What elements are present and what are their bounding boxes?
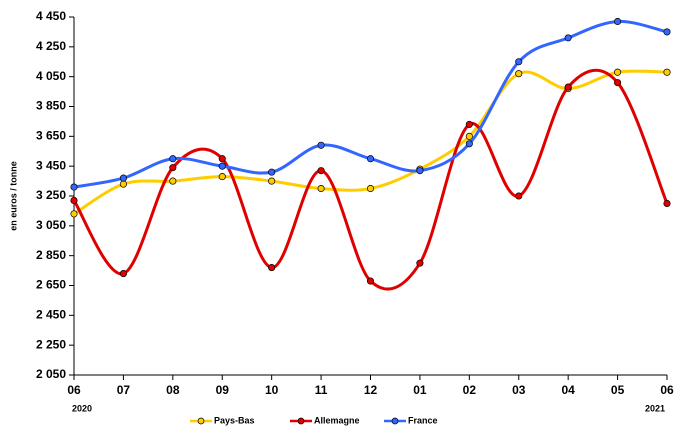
point <box>614 68 622 76</box>
point <box>614 17 622 26</box>
point <box>416 167 424 175</box>
point <box>564 34 572 42</box>
x-tick-label: 07 <box>117 383 131 397</box>
point <box>564 83 572 91</box>
point <box>169 164 177 172</box>
x-tick-label: 05 <box>611 383 625 397</box>
y-tick-label: 2 850 <box>36 248 66 262</box>
legend-label: Pays-Bas <box>214 415 255 425</box>
x-sublabel: 2021 <box>645 403 665 413</box>
x-sublabel: 2020 <box>72 403 92 413</box>
point <box>663 199 671 208</box>
point <box>366 277 375 285</box>
point <box>268 177 276 185</box>
point <box>515 192 523 200</box>
y-tick-label: 4 050 <box>36 69 66 83</box>
x-tick-label: 01 <box>413 383 427 397</box>
point <box>169 177 177 185</box>
point <box>515 58 523 66</box>
point <box>317 141 325 149</box>
x-tick-label: 06 <box>67 383 81 397</box>
point <box>70 210 78 218</box>
y-axis-label: en euros / tonne <box>8 161 18 231</box>
legend-label: Allemagne <box>314 415 360 425</box>
x-tick-label: 11 <box>315 383 328 397</box>
y-tick-label: 4 250 <box>36 39 66 53</box>
point <box>268 264 276 272</box>
x-tick-label: 10 <box>265 383 279 397</box>
y-tick-label: 3 450 <box>36 158 66 172</box>
x-tick-label: 08 <box>166 383 180 397</box>
point <box>366 184 375 193</box>
point <box>465 140 473 148</box>
point <box>119 180 127 188</box>
series-line <box>72 68 669 291</box>
y-tick-label: 4 450 <box>36 9 66 23</box>
point <box>416 259 424 267</box>
point <box>614 79 622 87</box>
y-tick-label: 3 250 <box>36 188 66 202</box>
point <box>317 167 325 175</box>
point <box>663 68 671 76</box>
point <box>119 270 127 278</box>
x-tick-label: 03 <box>512 383 526 397</box>
point <box>465 132 473 140</box>
x-tick-label: 12 <box>364 383 378 397</box>
point <box>218 155 226 163</box>
legend-marker <box>197 417 205 425</box>
point <box>169 155 177 163</box>
y-tick-label: 3 050 <box>36 218 66 232</box>
legend-marker <box>297 417 305 425</box>
point <box>70 196 78 205</box>
point <box>663 28 671 36</box>
series-line <box>73 69 668 216</box>
legend-label: France <box>408 415 438 425</box>
point <box>268 168 276 176</box>
y-tick-label: 3 850 <box>36 99 66 113</box>
x-tick-label: 06 <box>660 383 674 397</box>
y-tick-label: 2 250 <box>36 337 66 351</box>
point <box>119 174 127 182</box>
point <box>218 173 226 181</box>
y-tick-label: 2 050 <box>36 367 66 381</box>
point <box>218 162 226 170</box>
y-tick-label: 2 650 <box>36 278 66 292</box>
point <box>366 155 375 163</box>
legend-marker <box>391 417 399 425</box>
x-tick-label: 09 <box>216 383 230 397</box>
x-tick-label: 04 <box>561 383 575 397</box>
y-tick-label: 2 450 <box>36 308 66 322</box>
x-tick-label: 02 <box>463 383 477 397</box>
point <box>515 70 523 78</box>
y-tick-label: 3 650 <box>36 129 66 143</box>
point <box>317 184 325 193</box>
point <box>465 120 473 128</box>
point <box>70 183 78 191</box>
